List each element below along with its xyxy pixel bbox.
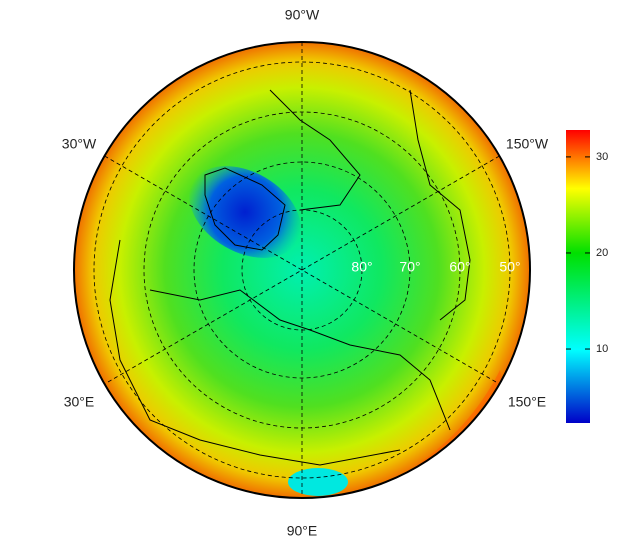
- coastline: [149, 289, 451, 431]
- longitude-label: 150°E: [508, 394, 546, 410]
- colorbar-tick-label: 20: [596, 247, 608, 259]
- latitude-circle: [93, 61, 511, 479]
- coastline: [269, 89, 361, 211]
- colorbar-tick-label: 10: [596, 343, 608, 355]
- latitude-label: 50°: [499, 259, 520, 275]
- longitude-label: 150°W: [506, 136, 549, 152]
- longitude-label: 30°E: [64, 394, 95, 410]
- cold-patch: [288, 468, 348, 496]
- longitude-label: 90°E: [287, 523, 318, 539]
- longitude-label: 30°W: [62, 136, 97, 152]
- coastline: [204, 167, 286, 251]
- longitude-label: 90°W: [285, 7, 320, 23]
- meridian: [104, 155, 500, 385]
- latitude-label: 70°: [399, 259, 420, 275]
- graticule: [93, 42, 511, 498]
- colorbar: [566, 130, 590, 423]
- colorbar-tick-label: 30: [596, 151, 608, 163]
- cold-patch: [189, 166, 301, 258]
- latitude-label: 60°: [449, 259, 470, 275]
- latitude-label: 80°: [351, 259, 372, 275]
- coastline: [109, 239, 401, 466]
- map-border: [73, 41, 531, 499]
- coastline: [409, 89, 471, 321]
- coastlines: [109, 89, 471, 466]
